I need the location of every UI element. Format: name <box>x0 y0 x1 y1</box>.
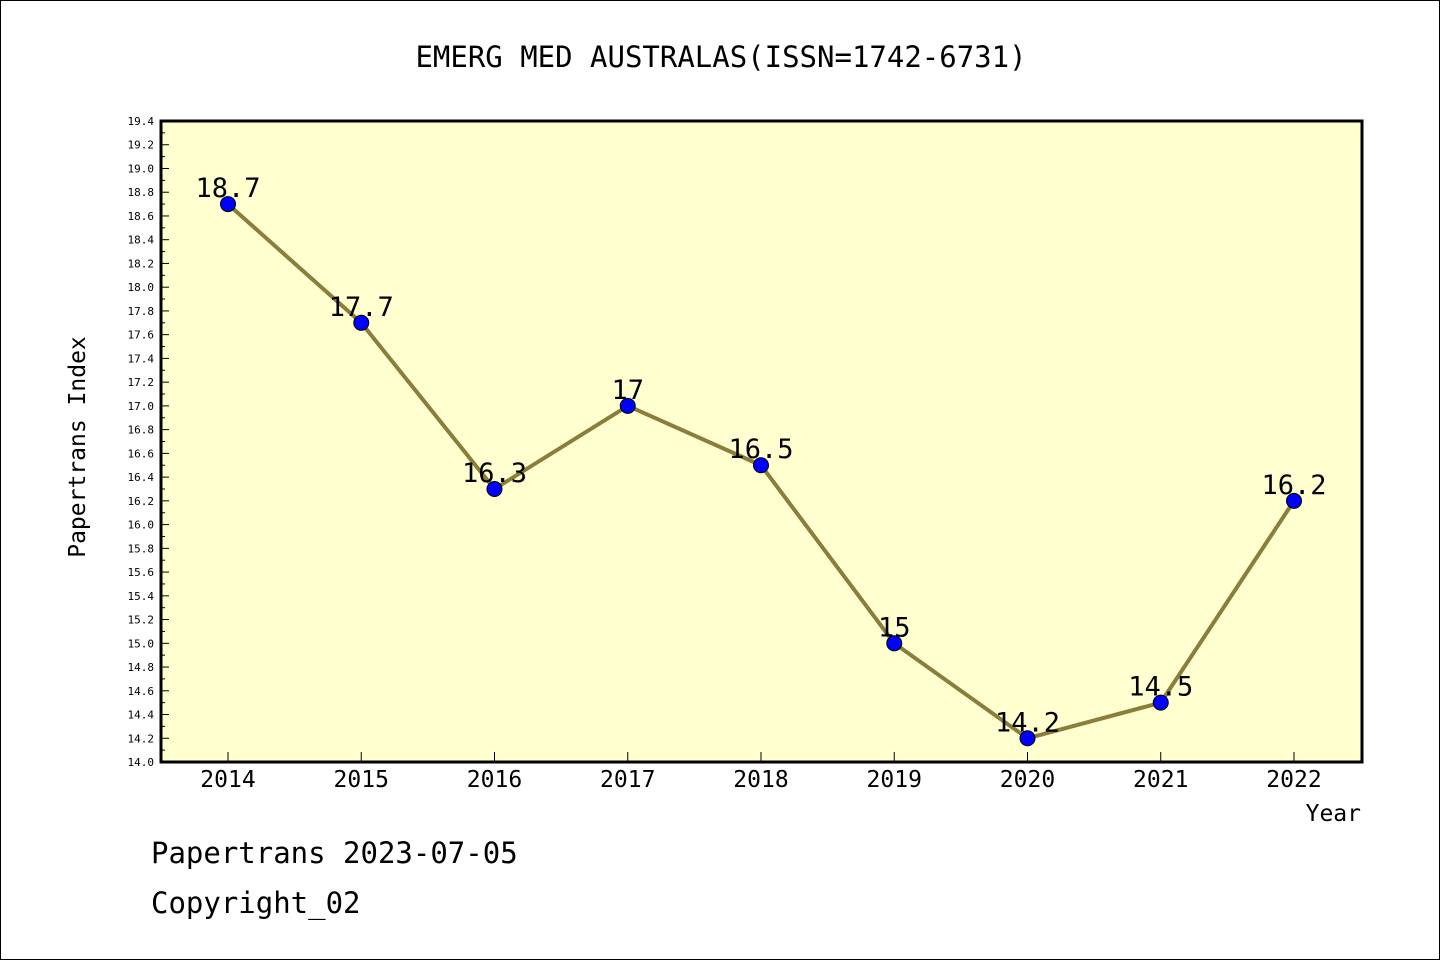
x-tick-label: 2020 <box>1000 767 1055 793</box>
y-tick-label: 14.0 <box>128 756 155 769</box>
data-point <box>1152 694 1169 711</box>
data-label: 17 <box>611 375 644 406</box>
data-point <box>753 457 769 474</box>
y-tick-label: 18.2 <box>128 257 155 270</box>
y-tick-label: 15.0 <box>128 637 155 650</box>
y-tick-label: 14.4 <box>128 709 155 722</box>
y-tick-label: 15.6 <box>128 566 155 579</box>
x-tick-label: 2022 <box>1266 767 1321 793</box>
data-point <box>486 480 503 497</box>
y-tick-label: 19.2 <box>128 139 155 152</box>
x-tick-label: 2015 <box>334 767 389 793</box>
x-tick-label: 2017 <box>600 767 655 793</box>
y-tick-label: 18.6 <box>128 210 155 223</box>
plot-area <box>159 119 1364 764</box>
y-tick-label: 14.6 <box>128 685 155 698</box>
y-tick-label: 19.4 <box>128 115 155 128</box>
y-tick-label: 16.0 <box>128 519 155 532</box>
x-tick-label: 2016 <box>467 767 522 793</box>
data-label: 17.7 <box>329 292 394 323</box>
data-label: 14.5 <box>1128 672 1193 703</box>
y-tick-label: 16.2 <box>128 495 155 508</box>
footer-date: Papertrans 2023-07-05 <box>151 836 518 870</box>
data-label: 16.3 <box>462 458 527 489</box>
data-point <box>1286 492 1302 509</box>
data-label: 16.2 <box>1261 470 1326 501</box>
x-tick-label: 2018 <box>733 767 788 793</box>
y-tick-label: 18.0 <box>128 281 155 294</box>
x-axis: 2014 2015 2016 2017 2018 2019 2020 2021 2022 <box>200 752 1322 793</box>
y-tick-label: 16.6 <box>128 447 155 460</box>
y-axis-label: Papertrans Index <box>65 336 91 558</box>
y-tick-label: 17.8 <box>128 305 155 318</box>
y-tick-label: 14.8 <box>128 661 155 674</box>
chart-title: EMERG MED AUSTRALAS(ISSN=1742-6731) <box>415 40 1026 74</box>
y-tick-label: 17.2 <box>128 376 155 389</box>
y-tick-label: 18.4 <box>128 234 155 247</box>
y-tick-label: 16.8 <box>128 424 155 437</box>
footer-copyright: Copyright_02 <box>151 886 361 920</box>
y-axis: 14.0 14.2 14.4 14.6 14.8 15.0 15.2 15.4 15.6 15.8… <box>128 115 169 769</box>
y-tick-label: 17.6 <box>128 329 155 342</box>
x-axis-label: Year <box>1306 801 1361 827</box>
data-point <box>886 635 903 652</box>
data-point <box>1019 730 1036 747</box>
x-tick-label: 2014 <box>200 767 255 793</box>
y-tick-label: 16.4 <box>128 471 155 484</box>
x-tick-label: 2021 <box>1133 767 1188 793</box>
y-tick-label: 15.2 <box>128 614 155 627</box>
y-tick-label: 19.0 <box>128 162 155 175</box>
y-tick-label: 15.4 <box>128 590 155 603</box>
y-tick-label: 17.4 <box>128 352 155 365</box>
data-labels: 18.7 17.7 16.3 17 16.5 15 14.2 14.5 16.2 <box>195 173 1326 738</box>
y-tick-label: 18.8 <box>128 186 155 199</box>
y-tick-label: 17.0 <box>128 400 155 413</box>
data-point <box>353 314 370 331</box>
data-point <box>220 196 236 213</box>
data-points <box>220 196 1302 747</box>
y-tick-label: 14.2 <box>128 732 155 745</box>
data-label: 15 <box>878 612 911 643</box>
x-tick-label: 2019 <box>867 767 922 793</box>
data-point <box>619 397 636 414</box>
data-label: 16.5 <box>728 434 793 465</box>
data-label: 14.2 <box>995 707 1060 738</box>
y-tick-label: 15.8 <box>128 542 155 555</box>
data-label: 18.7 <box>195 173 260 204</box>
